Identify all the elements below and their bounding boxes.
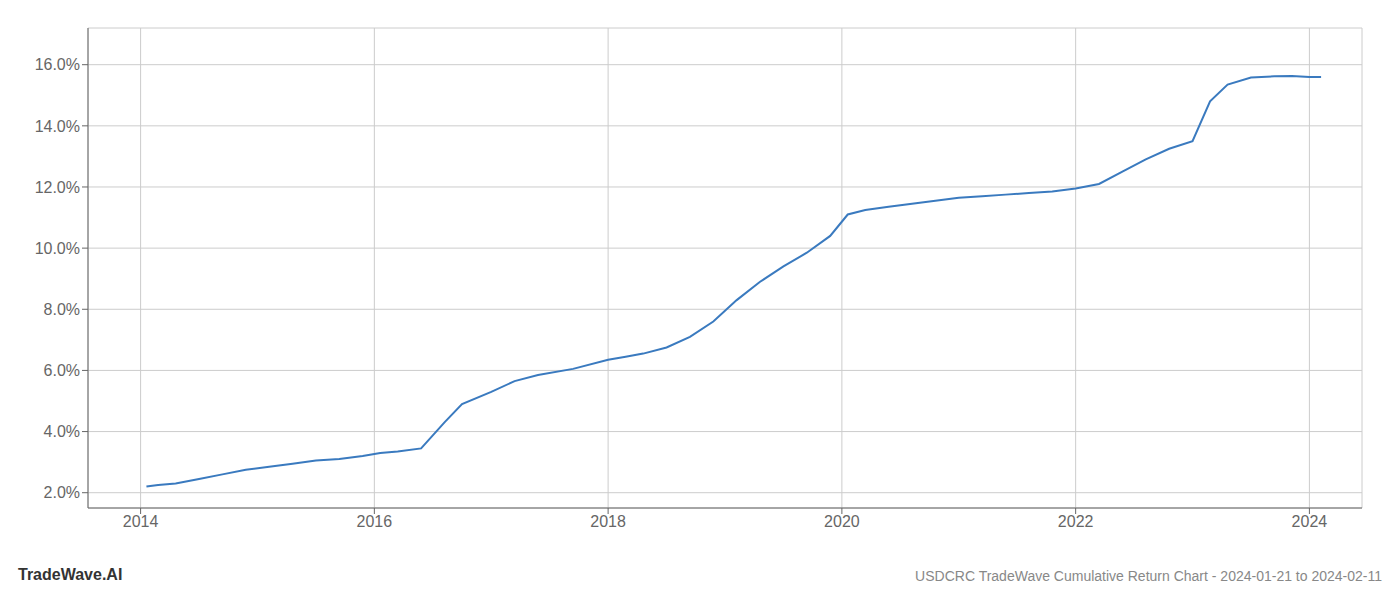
html-text:USDCRC TradeWave Cumulative Re: USDCRC TradeWave Cumulative Return Chart… [915,568,1382,584]
svg-text:12.0%: 12.0% [35,179,80,196]
svg-text:2018: 2018 [590,513,626,530]
svg-text:2020: 2020 [824,513,860,530]
svg-text:8.0%: 8.0% [44,301,80,318]
svg-text:4.0%: 4.0% [44,423,80,440]
svg-text:14.0%: 14.0% [35,118,80,135]
svg-text:16.0%: 16.0% [35,56,80,73]
svg-text:2016: 2016 [357,513,393,530]
svg-text:10.0%: 10.0% [35,240,80,257]
svg-text:6.0%: 6.0% [44,362,80,379]
svg-text:2014: 2014 [123,513,159,530]
html-text:TradeWave.AI: TradeWave.AI [18,566,123,583]
svg-text:2024: 2024 [1292,513,1328,530]
svg-text:2022: 2022 [1058,513,1094,530]
svg-text:2.0%: 2.0% [44,484,80,501]
